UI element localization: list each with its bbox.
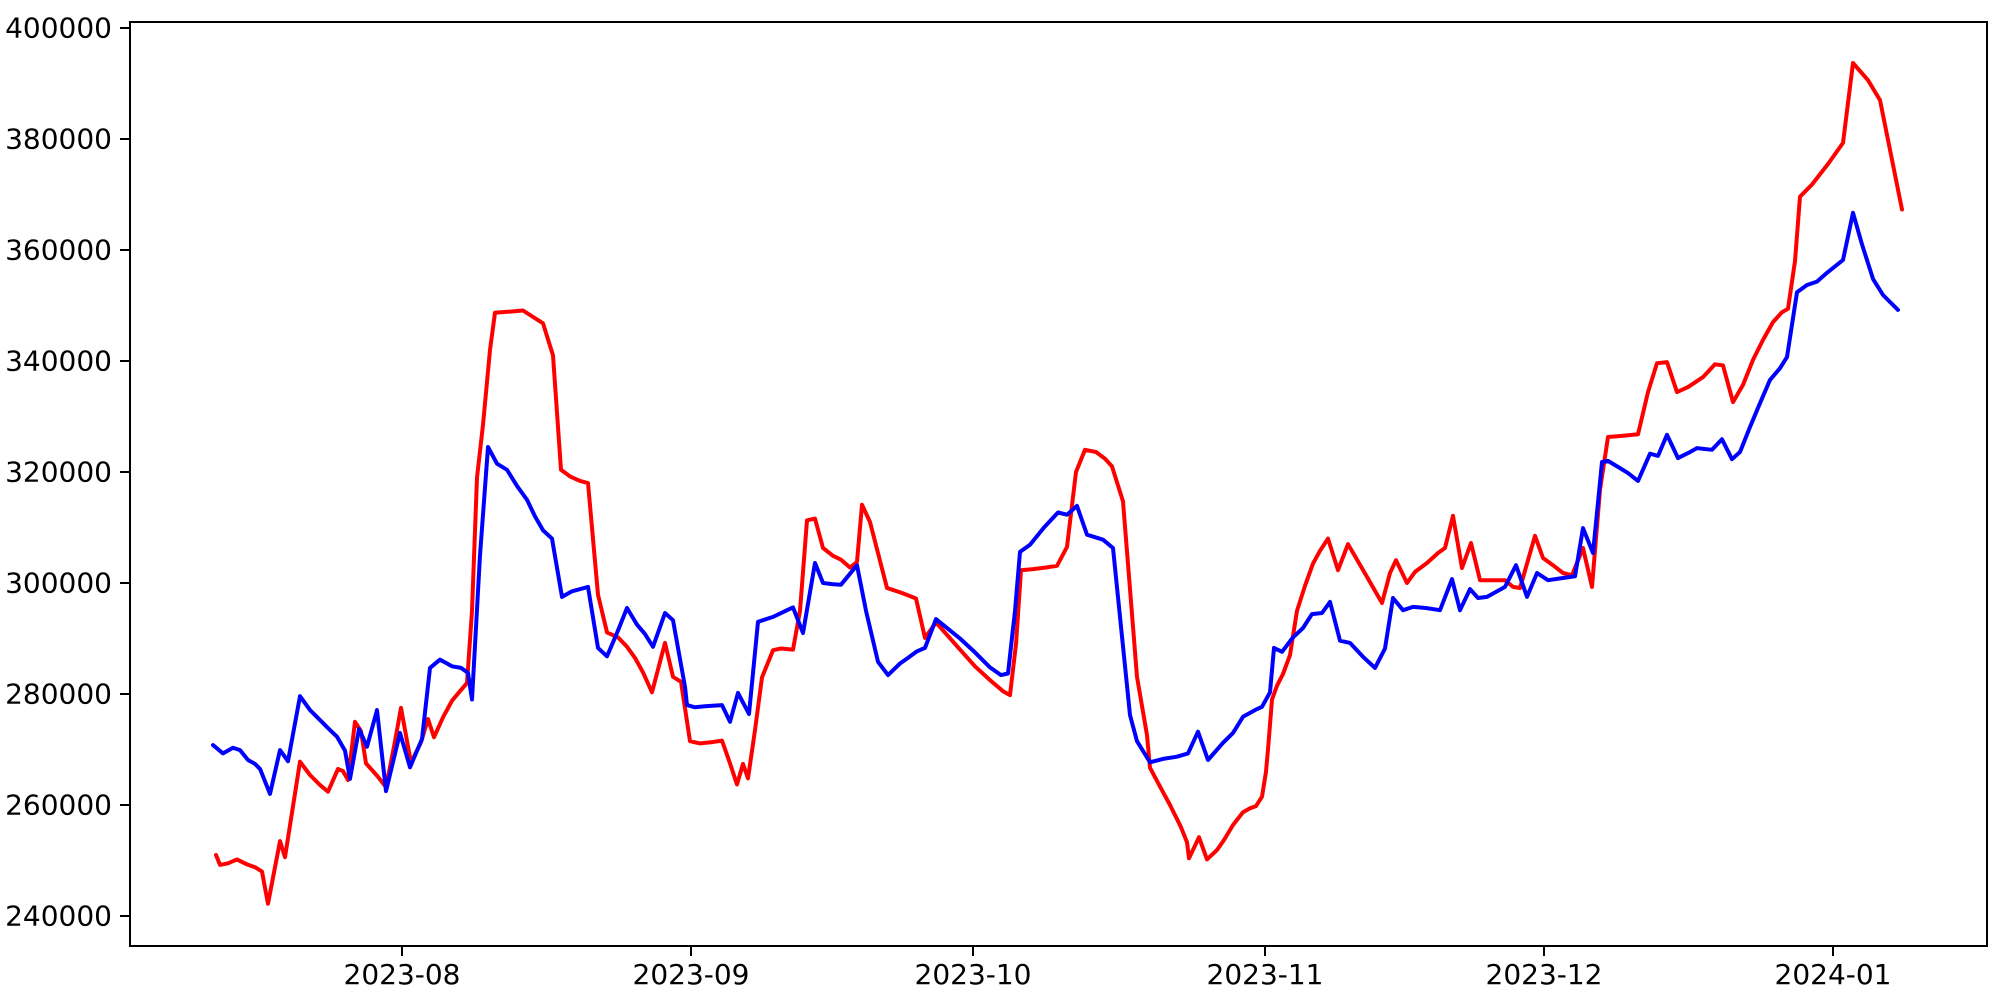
- y-tick-label: 380000: [5, 123, 112, 156]
- x-tick-label: 2023-12: [1486, 958, 1603, 991]
- x-tick-label: 2023-10: [915, 958, 1032, 991]
- blue-series-line: [211, 210, 1900, 796]
- y-tick-label: 400000: [5, 12, 112, 45]
- plot-frame: [129, 21, 1988, 947]
- x-axis-ticks: 2023-08 2023-09 2023-10 2023-11 2023-12 2024-…: [344, 946, 1892, 991]
- series-lines: [211, 61, 1904, 906]
- y-axis-ticks: 240000 260000 280000 300000 320000 340000 3600…: [5, 12, 130, 933]
- y-tick-label: 240000: [5, 900, 112, 933]
- x-tick-label: 2023-08: [344, 958, 461, 991]
- red-series-line: [214, 61, 1904, 906]
- plot-border: [129, 21, 1988, 947]
- y-tick-label: 340000: [5, 345, 112, 378]
- y-tick-label: 320000: [5, 456, 112, 489]
- y-tick-label: 360000: [5, 234, 112, 267]
- y-tick-label: 280000: [5, 678, 112, 711]
- x-tick-label: 2023-11: [1207, 958, 1324, 991]
- y-tick-label: 260000: [5, 789, 112, 822]
- x-tick-label: 2024-01: [1775, 958, 1892, 991]
- x-tick-label: 2023-09: [633, 958, 750, 991]
- y-tick-label: 300000: [5, 567, 112, 600]
